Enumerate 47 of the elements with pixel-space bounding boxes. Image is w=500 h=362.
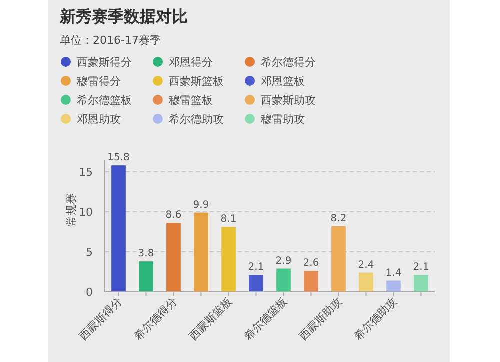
data-label: 1.4 — [386, 268, 402, 279]
legend-item: 西蒙斯篮板 — [153, 75, 224, 88]
x-tick-label: 西蒙斯篮板 — [186, 294, 235, 344]
data-label: 8.1 — [220, 214, 237, 226]
legend-item: 希尔德篮板 — [61, 94, 132, 107]
legend-item: 西蒙斯助攻 — [245, 94, 316, 107]
legend-label: 邓恩得分 — [169, 56, 213, 69]
data-label: 8.2 — [330, 213, 347, 224]
y-axis-title: 常规赛 — [65, 194, 78, 227]
y-tick-label: 5 — [86, 246, 93, 259]
legend-item: 穆雷得分 — [61, 75, 121, 88]
legend-label: 邓恩篮板 — [261, 75, 305, 88]
legend-label: 希尔德得分 — [261, 56, 316, 69]
legend-label: 希尔德篮板 — [77, 94, 132, 107]
legend-item: 希尔德得分 — [245, 56, 316, 69]
data-label: 9.9 — [193, 200, 210, 211]
y-tick-label: 15 — [79, 166, 93, 179]
legend-item: 希尔德助攻 — [153, 113, 224, 126]
y-tick-label: 10 — [79, 206, 93, 219]
x-tick-label: 西蒙斯助攻 — [296, 294, 345, 344]
chart-title: 新秀赛季数据对比 — [59, 7, 188, 26]
data-label: 2.6 — [303, 258, 320, 270]
legend-item: 穆雷助攻 — [245, 113, 305, 126]
data-label: 3.8 — [138, 248, 154, 260]
legend-label: 西蒙斯得分 — [77, 56, 132, 69]
legend-item: 邓恩助攻 — [61, 113, 121, 126]
data-label: 2.1 — [248, 262, 264, 274]
legend-item: 邓恩篮板 — [245, 75, 305, 88]
data-label: 2.9 — [276, 256, 292, 267]
x-tick-label: 希尔德篮板 — [242, 294, 290, 344]
chart-subtitle: 单位：2016-17赛季 — [60, 34, 161, 47]
data-label: 2.1 — [413, 262, 430, 274]
x-tick-label: 希尔德得分 — [132, 294, 180, 344]
legend-label: 穆雷篮板 — [169, 94, 213, 107]
legend-label: 穆雷得分 — [77, 75, 121, 88]
data-label: 2.4 — [358, 260, 374, 271]
legend-label: 西蒙斯篮板 — [169, 75, 224, 88]
legend-item: 穆雷篮板 — [153, 94, 213, 107]
data-label: 8.6 — [166, 210, 182, 222]
x-tick-label: 希尔德助攻 — [352, 294, 400, 344]
data-label: 15.8 — [108, 152, 130, 164]
legend-item: 邓恩得分 — [153, 56, 213, 69]
legend-label: 穆雷助攻 — [261, 113, 305, 126]
legend-label: 希尔德助攻 — [169, 113, 224, 126]
legend-label: 邓恩助攻 — [77, 113, 121, 126]
legend-item: 西蒙斯得分 — [61, 56, 132, 69]
legend-label: 西蒙斯助攻 — [261, 94, 316, 107]
